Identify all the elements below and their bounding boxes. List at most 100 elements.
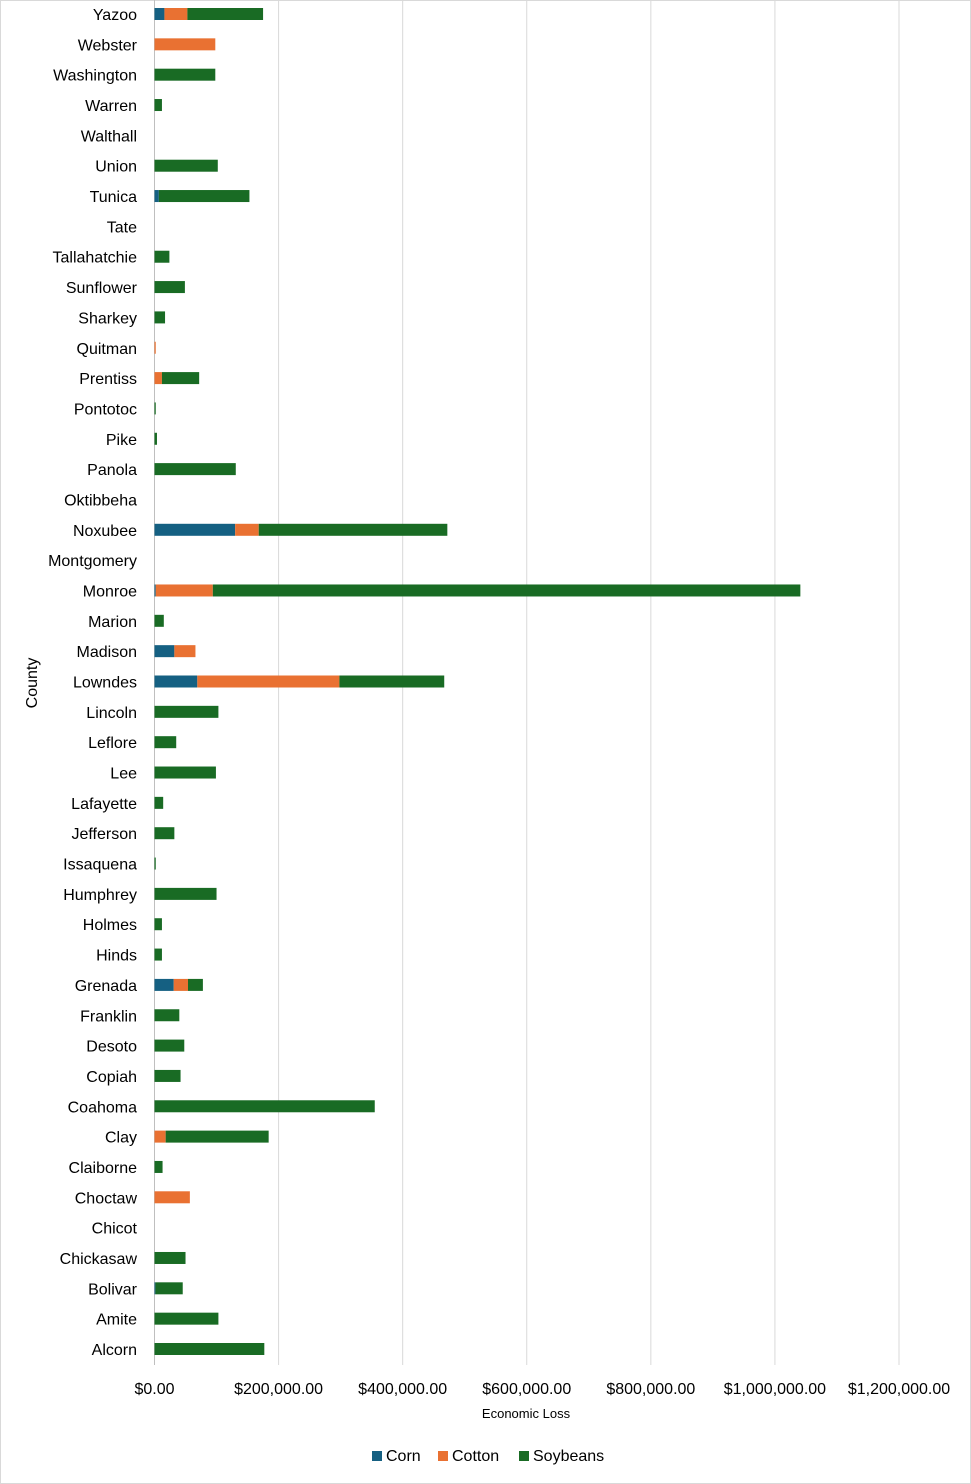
x-tick-label: $0.00	[134, 1381, 174, 1398]
bar-soybeans-noxubee	[258, 523, 448, 536]
bar-soybeans-panola	[154, 463, 236, 476]
category-label: Washington	[53, 68, 137, 85]
bar-soybeans-alcorn	[154, 1343, 265, 1355]
category-label: Jefferson	[71, 826, 137, 843]
bar-cotton-lowndes	[197, 675, 340, 688]
bar-corn-yazoo	[154, 8, 165, 20]
category-label: Holmes	[83, 917, 137, 934]
bar-soybeans-hinds	[154, 948, 162, 961]
category-label: Tallahatchie	[53, 250, 138, 267]
category-label: Union	[95, 159, 137, 176]
x-tick-labels: $0.00 $200,000.00 $400,000.00 $600,000.00 $8…	[134, 1381, 950, 1398]
category-label: Grenada	[75, 978, 137, 995]
category-label: Oktibbeha	[64, 492, 137, 509]
category-label: Clay	[105, 1130, 137, 1147]
bar-cotton-yazoo	[164, 8, 188, 20]
category-label: Hinds	[96, 948, 137, 965]
bar-soybeans-marion	[154, 614, 164, 627]
bar-soybeans-washington	[154, 68, 216, 81]
category-label: Warren	[85, 98, 137, 115]
bar-soybeans-desoto	[154, 1039, 185, 1052]
bar-soybeans-union	[154, 159, 218, 172]
category-label: Issaquena	[63, 857, 137, 874]
category-label: Amite	[96, 1312, 137, 1329]
category-label: Lafayette	[71, 796, 137, 813]
bar-cotton-noxubee	[235, 523, 259, 536]
bar-cotton-prentiss	[154, 372, 162, 385]
category-label: Desoto	[86, 1039, 137, 1056]
bar-cotton-quitman	[154, 341, 156, 354]
x-tick-label: $800,000.00	[606, 1381, 695, 1398]
x-tick-label: $200,000.00	[234, 1381, 323, 1398]
category-labels: Alcorn Amite Bolivar Chickasaw Chicot Choctaw…	[48, 7, 138, 1359]
category-label: Lowndes	[73, 675, 137, 692]
bar-soybeans-clay	[165, 1130, 269, 1143]
category-label: Copiah	[86, 1069, 137, 1086]
category-label: Montgomery	[48, 553, 137, 570]
legend-swatch-soybeans	[519, 1451, 529, 1461]
bar-cotton-madison	[174, 645, 196, 658]
bar-soybeans-lowndes	[339, 675, 445, 688]
bar-cotton-grenada	[173, 978, 189, 991]
category-label: Webster	[78, 37, 138, 54]
legend-label: Soybeans	[533, 1448, 604, 1465]
category-label: Lincoln	[86, 705, 137, 722]
category-label: Madison	[77, 644, 137, 661]
bar-corn-tunica	[154, 190, 159, 203]
legend-swatch-corn	[372, 1451, 382, 1461]
category-label: Noxubee	[73, 523, 137, 540]
x-tick-label: $1,000,000.00	[724, 1381, 826, 1398]
bar-soybeans-leflore	[154, 736, 177, 749]
category-label: Prentiss	[79, 371, 137, 388]
category-label: Lee	[110, 766, 137, 783]
x-axis-title: Economic Loss	[482, 1406, 571, 1421]
bar-corn-bolivar	[154, 1282, 156, 1295]
x-tick-label: $1,200,000.00	[848, 1381, 950, 1398]
category-label: Coahoma	[68, 1099, 137, 1116]
legend-label: Corn	[386, 1448, 421, 1465]
bar-soybeans-bolivar	[155, 1282, 183, 1295]
bar-soybeans-humphrey	[154, 887, 217, 900]
bar-cotton-clay	[154, 1130, 166, 1143]
bar-soybeans-coahoma	[154, 1100, 375, 1113]
bar-soybeans-lincoln	[154, 705, 219, 718]
bar-corn-lowndes	[154, 675, 198, 688]
category-label: Tate	[107, 219, 137, 236]
category-label: Humphrey	[63, 887, 137, 904]
bar-soybeans-claiborne	[154, 1160, 163, 1173]
category-label: Sunflower	[66, 280, 138, 297]
category-label: Claiborne	[69, 1160, 138, 1177]
bar-cotton-choctaw	[154, 1191, 190, 1204]
bar-soybeans-jefferson	[154, 827, 175, 840]
legend-swatch-cotton	[438, 1451, 448, 1461]
category-label: Choctaw	[75, 1190, 138, 1207]
category-label: Chicot	[92, 1221, 138, 1238]
category-label: Tunica	[90, 189, 138, 206]
category-label: Quitman	[77, 341, 137, 358]
bar-soybeans-prentiss	[161, 372, 200, 385]
category-label: Sharkey	[78, 310, 137, 327]
category-label: Bolivar	[88, 1281, 138, 1298]
bar-soybeans-issaquena	[154, 857, 156, 870]
bar-soybeans-grenada	[188, 978, 203, 991]
bar-corn-grenada	[154, 978, 174, 991]
y-axis-title: County	[24, 658, 41, 709]
category-label: Panola	[87, 462, 137, 479]
bar-soybeans-pike	[154, 432, 157, 445]
bar-soybeans-sharkey	[154, 311, 166, 324]
legend: Corn Cotton Soybeans	[372, 1448, 604, 1465]
bar-soybeans-franklin	[154, 1009, 180, 1022]
x-tick-label: $600,000.00	[482, 1381, 571, 1398]
bar-soybeans-tallahatchie	[154, 250, 170, 263]
bar-corn-madison	[154, 645, 175, 658]
category-label: Chickasaw	[60, 1251, 138, 1268]
category-label: Alcorn	[92, 1342, 137, 1359]
x-tick-label: $400,000.00	[358, 1381, 447, 1398]
bar-soybeans-pontotoc	[154, 402, 156, 415]
category-label: Yazoo	[93, 7, 137, 24]
bar-corn-noxubee	[154, 523, 236, 536]
legend-label: Cotton	[452, 1448, 499, 1465]
bar-soybeans-sunflower	[154, 281, 185, 294]
category-label: Leflore	[88, 735, 137, 752]
